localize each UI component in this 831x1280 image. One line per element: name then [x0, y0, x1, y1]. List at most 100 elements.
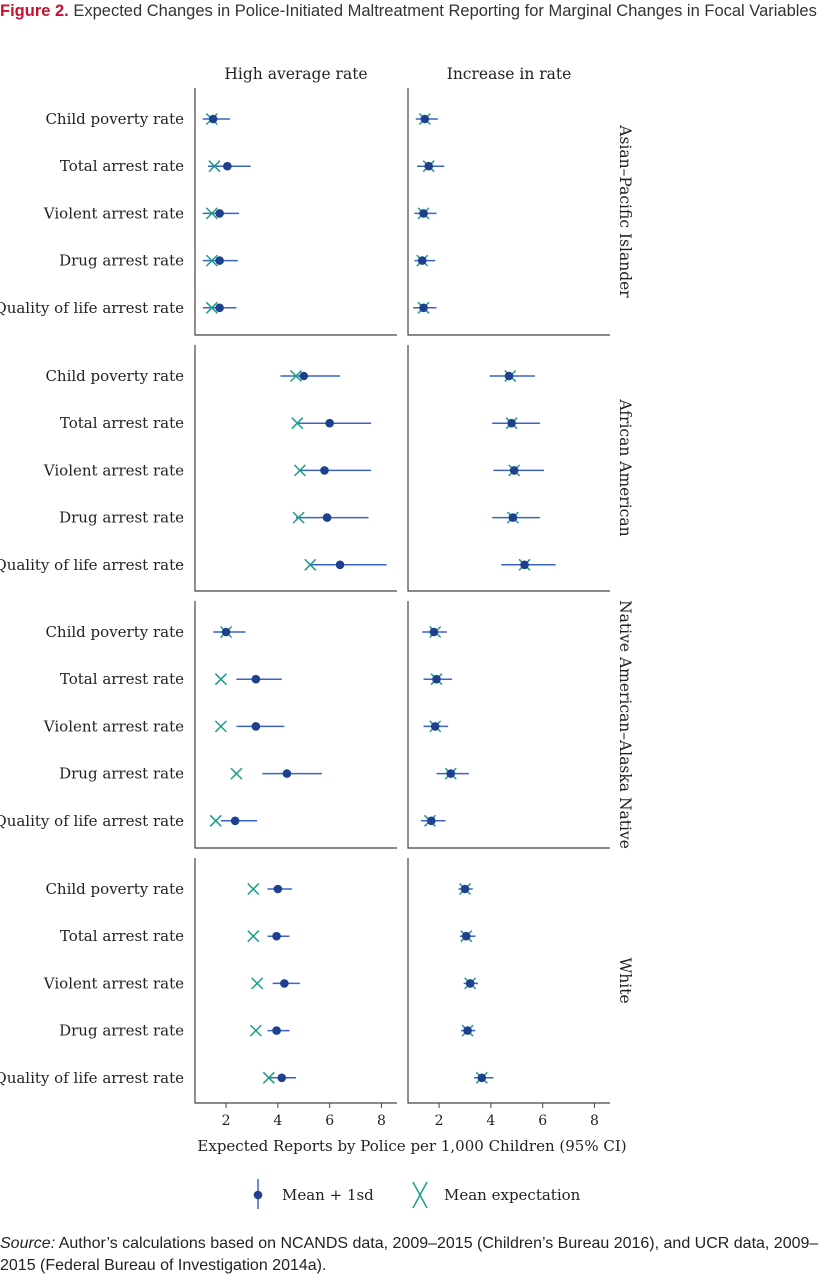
mean-point [215, 256, 224, 265]
mean-point [520, 560, 529, 570]
mean-point [417, 256, 427, 265]
mean-point [215, 303, 224, 313]
panel-frame [407, 601, 610, 849]
expectation-marker [291, 417, 304, 430]
figure-caption: Figure 2. Expected Changes in Police-Ini… [0, 0, 820, 23]
x-tick-label: 2 [222, 1113, 231, 1129]
expectation-marker [293, 464, 306, 477]
variable-label: Drug arrest rate [59, 252, 184, 270]
mean-point [273, 884, 283, 894]
mean-point [461, 931, 471, 941]
mean-point [508, 513, 518, 522]
expectation-marker [205, 301, 218, 314]
variable-label: Violent arrest rate [43, 461, 184, 479]
mean-point [251, 722, 261, 731]
mean-point [463, 1026, 472, 1035]
variable-label: Violent arrest rate [43, 974, 184, 992]
chart: High average rate Increase in rate Child p… [0, 65, 634, 1209]
panel-frame [407, 345, 610, 592]
mean-point [432, 674, 441, 684]
mean-point [509, 466, 519, 475]
source-note: Source: Author’s calculations based on N… [0, 1233, 828, 1277]
variable-label: Drug arrest rate [59, 1022, 184, 1040]
expectation-marker [304, 558, 317, 571]
expectation-marker [251, 977, 264, 990]
mean-point [446, 769, 456, 778]
mean-point [277, 1073, 287, 1083]
x-tick-label: 8 [590, 1113, 599, 1129]
panel-frame [194, 858, 397, 1104]
mean-point [465, 979, 475, 988]
mean-point [272, 1026, 281, 1035]
row-label: Asian–Pacific Islander [616, 124, 634, 298]
column-header: High average rate [224, 65, 367, 83]
variable-label: Child poverty rate [45, 110, 184, 128]
expectation-marker [208, 160, 221, 173]
mean-point [424, 161, 434, 171]
x-tick-label: 6 [538, 1113, 547, 1129]
figure-label: Figure 2. [0, 2, 69, 20]
variable-label: Quality of life arrest rate [0, 1069, 184, 1087]
row-label: Native American–Alaska Native [616, 600, 634, 849]
mean-point [282, 769, 292, 778]
mean-point [335, 560, 345, 570]
variable-label: Total arrest rate [60, 927, 184, 945]
row-label: African American [616, 398, 634, 536]
variable-label: Total arrest rate [60, 414, 184, 432]
expectation-marker [230, 767, 243, 780]
legend-mean-point [253, 1190, 263, 1200]
mean-point [419, 209, 428, 218]
variable-label: Total arrest rate [60, 670, 184, 688]
legend-mean-label: Mean + 1sd [282, 1186, 374, 1204]
mean-point [477, 1073, 487, 1083]
row-label: White [616, 957, 634, 1003]
variable-label: Child poverty rate [45, 880, 184, 898]
panel-frame [194, 601, 397, 849]
mean-point [430, 722, 440, 731]
variable-label: Quality of life arrest rate [0, 812, 184, 830]
mean-point [427, 816, 436, 826]
column-header: Increase in rate [447, 65, 572, 83]
mean-point [221, 627, 231, 637]
mean-point [223, 161, 232, 171]
mean-point [429, 627, 439, 637]
legend-expectation-marker [412, 1181, 428, 1209]
expectation-marker [292, 511, 305, 524]
expectation-marker [214, 673, 227, 686]
mean-point [272, 931, 281, 941]
expectation-marker [247, 930, 260, 943]
variable-label: Drug arrest rate [59, 765, 184, 783]
panel-frame [194, 88, 397, 336]
mean-point [504, 371, 514, 381]
x-axis-title: Expected Reports by Police per 1,000 Chi… [197, 1137, 626, 1155]
expectation-marker [249, 1024, 262, 1037]
expectation-marker [289, 369, 303, 383]
panel-frame [407, 88, 610, 336]
expectation-marker [205, 207, 218, 220]
variable-label: Violent arrest rate [43, 204, 184, 222]
expectation-marker [205, 254, 218, 267]
variable-label: Quality of life arrest rate [0, 556, 184, 574]
variable-label: Total arrest rate [60, 157, 184, 175]
expectation-marker [209, 814, 222, 827]
panel-frame [407, 858, 610, 1104]
mean-point [419, 303, 428, 313]
mean-point [230, 816, 240, 826]
source-label: Source: [0, 1235, 56, 1252]
mean-point [299, 371, 309, 381]
mean-point [251, 674, 261, 684]
mean-point [280, 979, 289, 988]
mean-point [460, 884, 470, 894]
mean-point [325, 418, 334, 428]
variable-label: Drug arrest rate [59, 509, 184, 527]
source-text: Author’s calculations based on NCANDS da… [0, 1235, 819, 1274]
x-tick-label: 2 [435, 1113, 444, 1129]
expectation-marker [262, 1071, 275, 1084]
panel-frame [194, 345, 397, 592]
x-tick-label: 4 [486, 1113, 495, 1129]
x-tick-label: 4 [273, 1113, 282, 1129]
variable-label: Quality of life arrest rate [0, 299, 184, 317]
variable-label: Child poverty rate [45, 367, 184, 385]
mean-point [420, 114, 430, 124]
figure-title: Expected Changes in Police-Initiated Mal… [73, 2, 817, 20]
